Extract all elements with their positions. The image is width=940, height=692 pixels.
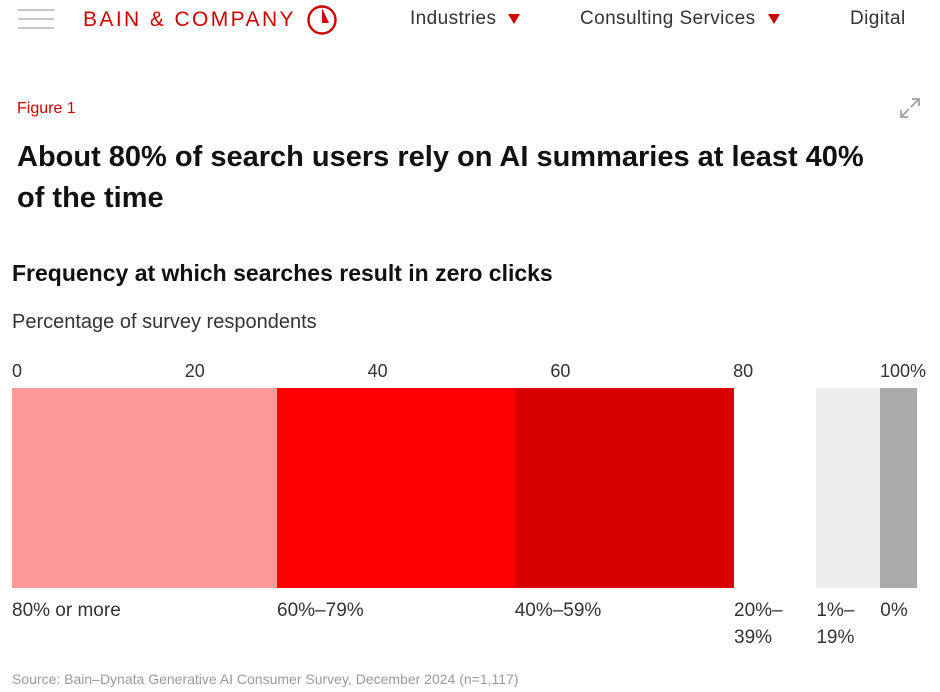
caret-down-icon	[508, 14, 521, 24]
nav-item-digital[interactable]: Digital	[850, 8, 906, 30]
x-tick-label: 20	[184, 361, 205, 381]
bar-segment	[734, 388, 817, 588]
nav-item-label: Digital	[850, 8, 906, 29]
chart-title: Frequency at which searches result in ze…	[12, 260, 553, 286]
chart-subtitle: Percentage of survey respondents	[12, 311, 317, 333]
nav-item-industries[interactable]: Industries	[410, 8, 521, 30]
bar-segment	[12, 388, 278, 588]
bar-segment	[880, 388, 917, 588]
category-label: 60%–79%	[277, 600, 364, 621]
hamburger-menu-icon[interactable]	[18, 7, 54, 31]
bar-segment	[514, 388, 735, 588]
x-tick-label: 100%	[879, 361, 926, 381]
caret-down-icon	[767, 14, 780, 24]
category-label: 40%–59%	[514, 600, 602, 621]
category-label: 0%	[880, 600, 908, 621]
nav-item-label: Consulting Services	[580, 8, 756, 29]
x-tick-label: 0	[12, 361, 23, 381]
category-label: 80% or more	[12, 600, 121, 621]
figure-title: About 80% of search users rely on AI sum…	[17, 141, 864, 214]
category-label: 1%–19%	[816, 600, 855, 648]
bar-segment	[277, 388, 515, 588]
figure-label: Figure 1	[17, 100, 76, 117]
logo-compass-icon	[307, 5, 337, 35]
x-tick-label: 60	[550, 361, 571, 381]
category-label: 20%–39%	[734, 600, 783, 648]
top-navigation: BAIN & COMPANY Industries Consulting Ser…	[0, 0, 940, 40]
nav-item-label: Industries	[410, 8, 497, 29]
expand-icon[interactable]	[898, 96, 922, 120]
nav-item-consulting-services[interactable]: Consulting Services	[580, 8, 780, 30]
logo-text: BAIN & COMPANY	[83, 8, 296, 31]
x-tick-label: 80	[733, 361, 754, 381]
source-note: Source: Bain–Dynata Generative AI Consum…	[12, 671, 519, 687]
x-tick-label: 40	[367, 361, 388, 381]
bain-logo[interactable]: BAIN & COMPANY	[83, 5, 338, 35]
stacked-bar-chart: 0 20 40 60 80 100% 80% or more 60%–79% 40%–59% 20…	[0, 355, 940, 655]
bar-segment	[816, 388, 881, 588]
